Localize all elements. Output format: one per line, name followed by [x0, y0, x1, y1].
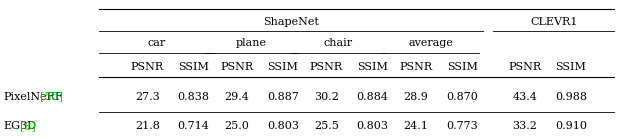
Text: PixelNeRF [55]: PixelNeRF [55]: [3, 92, 90, 102]
Text: 28.9: 28.9: [404, 92, 428, 102]
Text: EG3D [8]: EG3D [8]: [3, 121, 56, 131]
Text: PSNR: PSNR: [508, 62, 541, 72]
Text: SSIM: SSIM: [268, 62, 298, 72]
Text: 29.4: 29.4: [225, 92, 249, 102]
Text: 0.988: 0.988: [555, 92, 587, 102]
Text: 27.3: 27.3: [135, 92, 159, 102]
Text: 0.884: 0.884: [356, 92, 388, 102]
Text: SSIM: SSIM: [447, 62, 477, 72]
Text: plane: plane: [236, 38, 267, 48]
Text: PixelNeRF: PixelNeRF: [3, 92, 63, 102]
Text: chair: chair: [323, 38, 352, 48]
Text: 0.714: 0.714: [177, 121, 209, 131]
Text: PSNR: PSNR: [220, 62, 253, 72]
Text: SSIM: SSIM: [178, 62, 209, 72]
Text: 43.4: 43.4: [513, 92, 537, 102]
Text: ShapeNet: ShapeNet: [263, 17, 319, 27]
Text: 0.838: 0.838: [177, 92, 209, 102]
Text: 0.803: 0.803: [356, 121, 388, 131]
Text: PSNR: PSNR: [131, 62, 164, 72]
Text: average: average: [408, 38, 453, 48]
Text: EG3D: EG3D: [3, 121, 36, 131]
Text: SSIM: SSIM: [357, 62, 388, 72]
Text: 0.773: 0.773: [446, 121, 478, 131]
Text: 21.8: 21.8: [135, 121, 159, 131]
Text: [8]: [8]: [20, 121, 36, 131]
Text: 25.0: 25.0: [225, 121, 249, 131]
Text: 0.803: 0.803: [267, 121, 299, 131]
Text: 0.887: 0.887: [267, 92, 299, 102]
Text: 24.1: 24.1: [404, 121, 428, 131]
Text: CLEVR1: CLEVR1: [530, 17, 577, 27]
Text: PSNR: PSNR: [310, 62, 343, 72]
Text: SSIM: SSIM: [556, 62, 586, 72]
Text: car: car: [148, 38, 166, 48]
Text: 0.910: 0.910: [555, 121, 587, 131]
Text: 0.870: 0.870: [446, 92, 478, 102]
Text: PSNR: PSNR: [399, 62, 433, 72]
Text: 33.2: 33.2: [513, 121, 537, 131]
Text: [55]: [55]: [40, 92, 63, 102]
Text: 30.2: 30.2: [314, 92, 339, 102]
Text: 25.5: 25.5: [314, 121, 339, 131]
